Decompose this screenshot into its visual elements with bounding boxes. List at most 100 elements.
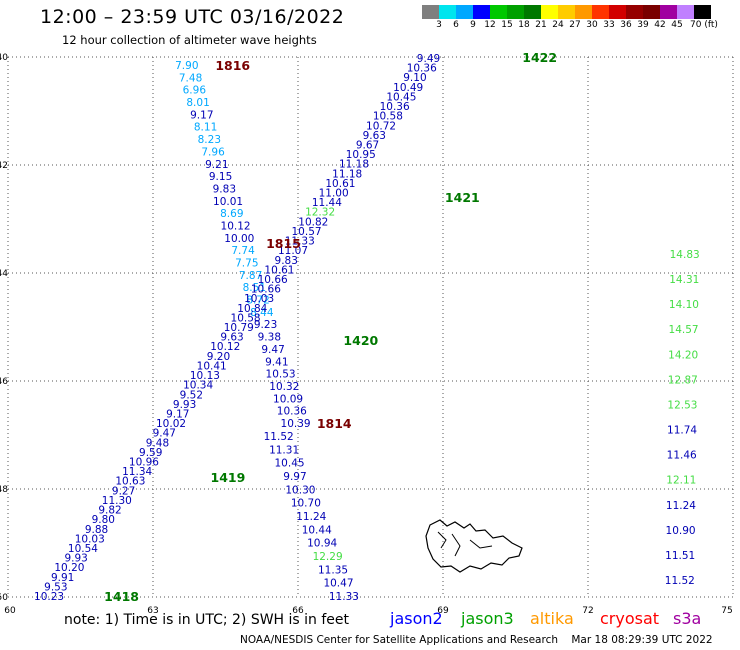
colorbar-tick-label: 33 <box>603 20 615 30</box>
wave-height-label: 10.45 <box>275 458 305 470</box>
wave-height-label: 8.69 <box>220 208 243 220</box>
wave-height-label: 11.24 <box>296 511 326 523</box>
wave-height-label: 12.87 <box>668 374 698 386</box>
wave-height-label: 8.01 <box>186 97 209 109</box>
wave-height-label: 11.44 <box>312 197 342 209</box>
colorbar-swatch <box>507 5 524 19</box>
wave-height-label: 14.10 <box>669 299 699 311</box>
wave-height-label: 11.34 <box>122 466 152 478</box>
wave-height-label: 10.36 <box>277 406 307 418</box>
colorbar-tick-label: 24 <box>552 20 564 30</box>
wave-height-label: 10.90 <box>666 525 696 537</box>
colorbar-swatch <box>677 5 694 19</box>
legend-cryosat: cryosat <box>600 609 660 628</box>
lon-tick-label: 75 <box>721 606 732 616</box>
wave-height-label: 11.74 <box>667 425 697 437</box>
pass-time-label: 1422 <box>522 50 557 65</box>
colorbar-tick-label: 9 <box>470 20 476 30</box>
wave-height-label: 10.66 <box>251 284 281 296</box>
colorbar-swatch <box>490 5 507 19</box>
wave-height-label: 10.72 <box>366 120 396 132</box>
wave-height-label: 10.02 <box>156 418 186 430</box>
wave-height-label: 9.80 <box>92 514 115 526</box>
wave-height-label: 8.44 <box>250 307 274 319</box>
colorbar-swatch <box>473 5 490 19</box>
wave-height-label: 10.70 <box>291 498 321 510</box>
wave-height-label: 9.83 <box>213 183 236 195</box>
wave-height-label: 11.00 <box>319 188 349 200</box>
wave-height-label: 9.47 <box>261 344 284 356</box>
wave-height-label: 6.96 <box>183 85 207 97</box>
wave-height-label: 9.88 <box>85 524 108 536</box>
colorbar-tick-label: 21 <box>535 20 547 30</box>
wave-height-label: 9.93 <box>173 399 196 411</box>
wave-height-label: 10.61 <box>264 264 294 276</box>
wave-height-label: 10.82 <box>298 216 328 228</box>
wave-height-label: 10.36 <box>407 63 437 75</box>
wave-height-label: 9.17 <box>190 109 213 121</box>
wave-height-label: 11.07 <box>278 245 308 257</box>
wave-height-label: 9.63 <box>363 130 386 142</box>
wave-height-label: 7.74 <box>231 245 255 257</box>
wave-height-label: 9.48 <box>146 437 169 449</box>
colorbar-tick-label: 39 <box>637 20 649 30</box>
wave-height-label: 12.53 <box>667 399 697 411</box>
colorbar-tick-label: 42 <box>654 20 666 30</box>
wave-height-colorbar <box>422 5 711 19</box>
wave-height-label: 7.48 <box>179 72 202 84</box>
wave-height-label: 10.96 <box>129 457 159 469</box>
wave-height-label: 11.52 <box>264 431 294 443</box>
wave-height-label: 9.82 <box>98 505 121 517</box>
wave-height-label: 7.96 <box>201 146 225 158</box>
lon-tick-label: 63 <box>147 606 158 616</box>
credit-line: NOAA/NESDIS Center for Satellite Applica… <box>240 634 713 646</box>
lat-tick-label: -44 <box>0 269 8 279</box>
wave-height-label: 9.21 <box>205 159 228 171</box>
wave-height-label: 11.30 <box>102 495 132 507</box>
wave-height-label: 9.15 <box>209 171 232 183</box>
colorbar-swatch <box>592 5 609 19</box>
pass-time-label: 1418 <box>104 589 139 604</box>
wave-height-label: 9.97 <box>283 471 306 483</box>
wave-height-label: 9.63 <box>220 332 243 344</box>
pass-time-label: 1816 <box>215 58 250 73</box>
wave-height-label: 11.31 <box>269 444 299 456</box>
wave-height-label: 8.72 <box>246 295 269 307</box>
wave-height-label: 11.33 <box>329 591 359 603</box>
colorbar-swatch <box>524 5 541 19</box>
wave-height-label: 11.52 <box>665 575 695 587</box>
wave-height-label: 10.44 <box>302 524 332 536</box>
wave-height-label: 10.63 <box>115 476 145 488</box>
wave-height-label: 10.09 <box>273 393 303 405</box>
island-outline <box>425 519 523 573</box>
lat-tick-label: -48 <box>0 485 8 495</box>
colorbar-tick-label: 30 <box>586 20 598 30</box>
pass-time-label: 1420 <box>343 333 378 348</box>
wave-height-label: 10.58 <box>373 111 403 123</box>
wave-height-label: 9.83 <box>275 255 298 267</box>
wave-height-label: 14.31 <box>669 274 699 286</box>
wave-height-label: 11.51 <box>665 550 695 562</box>
wave-height-label: 10.20 <box>54 562 84 574</box>
wave-height-label: 10.84 <box>237 303 267 315</box>
wave-height-label: 10.39 <box>281 418 311 430</box>
chart-subtitle: 12 hour collection of altimeter wave hei… <box>62 33 317 47</box>
lat-tick-label: -50 <box>0 593 8 603</box>
legend-jason2: jason2 <box>390 609 443 628</box>
island-coastline-detail <box>437 531 493 557</box>
colorbar-swatch <box>439 5 456 19</box>
wave-height-label: 10.58 <box>231 312 261 324</box>
wave-height-label: 9.52 <box>180 389 203 401</box>
colorbar-tick-label: 15 <box>501 20 513 30</box>
wave-height-label: 9.49 <box>417 53 440 65</box>
wave-height-label: 9.93 <box>64 553 87 565</box>
wave-height-label: 14.83 <box>670 249 700 261</box>
wave-height-label: 12.32 <box>305 207 335 219</box>
wave-height-label: 10.49 <box>393 82 423 94</box>
wave-height-label: 9.23 <box>254 319 277 331</box>
colorbar-swatch <box>626 5 643 19</box>
colorbar-swatch <box>609 5 626 19</box>
wave-height-label: 10.03 <box>75 533 105 545</box>
colorbar-swatch <box>694 5 711 19</box>
